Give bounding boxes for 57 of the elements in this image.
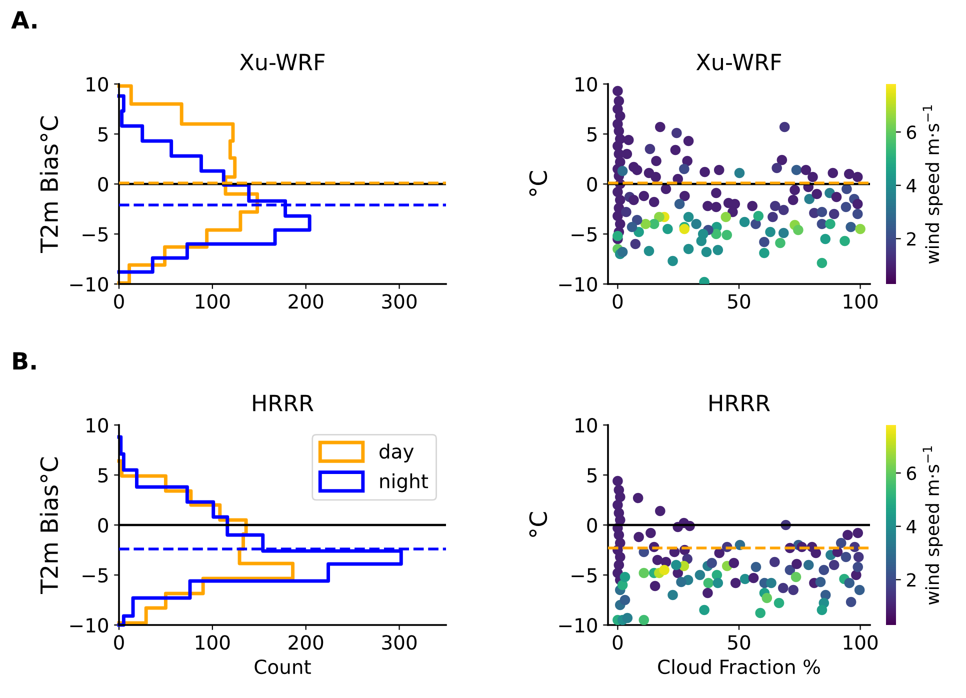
y-tick-label: −5 xyxy=(82,568,108,583)
x-tick-label: 100 xyxy=(844,635,878,650)
y-tick-label: 10 xyxy=(86,76,108,92)
y-tick-label: 10 xyxy=(576,418,597,433)
x-tick-label: 200 xyxy=(288,635,324,650)
chart-title: HRRR xyxy=(710,394,770,412)
y-tick-label: −10 xyxy=(559,618,597,633)
x-tick-label: 300 xyxy=(382,294,417,309)
y-axis-title: T2m Bias°C xyxy=(40,457,58,594)
x-tick-label: 50 xyxy=(728,294,750,309)
color-bar-label: 4 xyxy=(906,179,916,192)
text: A. xyxy=(11,11,36,29)
x-tick-label: 200 xyxy=(288,294,324,309)
y-tick-label: 10 xyxy=(86,418,108,433)
x-tick-label: 50 xyxy=(728,635,750,650)
y-tick-label: −10 xyxy=(70,618,108,633)
y-tick-label: 5 xyxy=(587,468,597,483)
text: B. xyxy=(13,352,36,370)
y-tick-label: 5 xyxy=(587,127,597,142)
y-axis-title: °C xyxy=(529,171,548,196)
y-axis-title: °C xyxy=(529,512,548,537)
color-bar-title: wind speed m·s$^{−1}$ xyxy=(922,446,943,605)
y-tick-label: 5 xyxy=(98,468,108,483)
y-tick-label: 10 xyxy=(576,76,597,92)
x-tick-label: 0 xyxy=(612,294,623,309)
color-bar-label: 4 xyxy=(906,520,916,534)
y-tick-label: 0 xyxy=(98,518,108,533)
x-tick-label: 100 xyxy=(844,294,878,309)
x-tick-label: 0 xyxy=(114,635,124,650)
color-bar-label: 6 xyxy=(906,125,916,140)
chart-title: Xu-WRF xyxy=(696,54,782,70)
y-tick-label: 0 xyxy=(587,518,597,533)
y-tick-label: 0 xyxy=(98,176,108,192)
chart-title: Xu-WRF xyxy=(240,54,325,70)
y-axis-title: T2m Bias°C xyxy=(40,116,58,253)
color-bar-label: 6 xyxy=(906,466,916,480)
color-bar-label: 2 xyxy=(907,573,916,587)
y-tick-label: 0 xyxy=(587,176,597,192)
y-tick-label: −10 xyxy=(559,276,597,292)
color-bar-title: wind speed m·s$^{−1}$ xyxy=(922,105,943,264)
y-tick-label: −10 xyxy=(70,276,108,292)
y-tick-label: −5 xyxy=(82,227,108,242)
x-tick-label: 100 xyxy=(196,635,230,650)
x-tick-label: 300 xyxy=(382,635,417,650)
color-bar-label: 2 xyxy=(907,232,916,246)
x-axis-title: Cloud Fraction % xyxy=(658,659,820,674)
legend-label: day xyxy=(380,444,414,462)
chart-title: HRRR xyxy=(253,394,314,412)
line-series xyxy=(117,459,295,625)
x-tick-label: 0 xyxy=(114,294,124,309)
legend-label: night xyxy=(380,473,428,492)
y-tick-label: 5 xyxy=(98,127,108,142)
x-tick-label: 0 xyxy=(612,635,623,650)
y-tick-label: −5 xyxy=(572,568,597,583)
x-axis-title: Count xyxy=(254,659,311,674)
y-tick-label: −5 xyxy=(572,227,597,242)
x-tick-label: 100 xyxy=(196,294,230,309)
